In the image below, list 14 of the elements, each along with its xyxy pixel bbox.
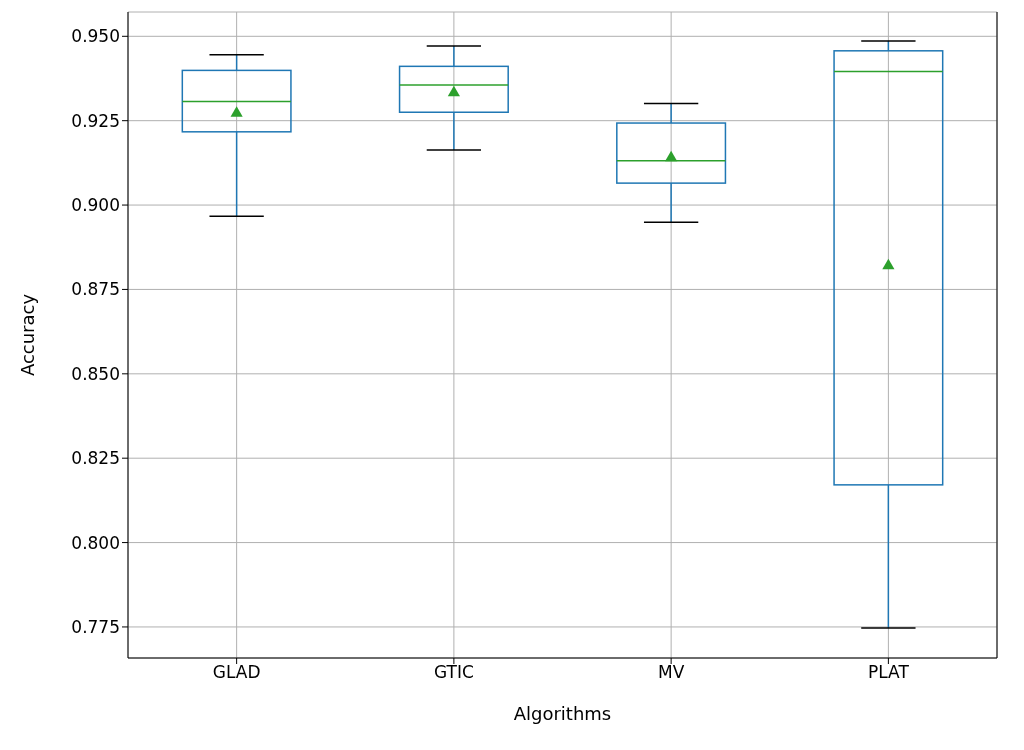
x-tick-label: GTIC [433, 662, 474, 683]
y-axis-title: Accuracy [17, 293, 39, 377]
y-tick-label: 0.825 [71, 448, 120, 469]
y-tick-label: 0.775 [71, 616, 120, 637]
y-tick-label: 0.800 [71, 532, 120, 553]
x-tick-label: GLAD [212, 662, 261, 683]
y-tick-label: 0.950 [71, 26, 120, 47]
y-tick-label: 0.875 [71, 279, 120, 300]
y-tick-label: 0.850 [71, 363, 120, 384]
x-tick-label: PLAT [867, 662, 910, 683]
y-tick-label: 0.925 [71, 110, 120, 131]
x-axis-title: Algorithms [513, 703, 612, 724]
y-tick-label: 0.900 [71, 195, 120, 216]
x-tick-label: MV [657, 662, 685, 683]
